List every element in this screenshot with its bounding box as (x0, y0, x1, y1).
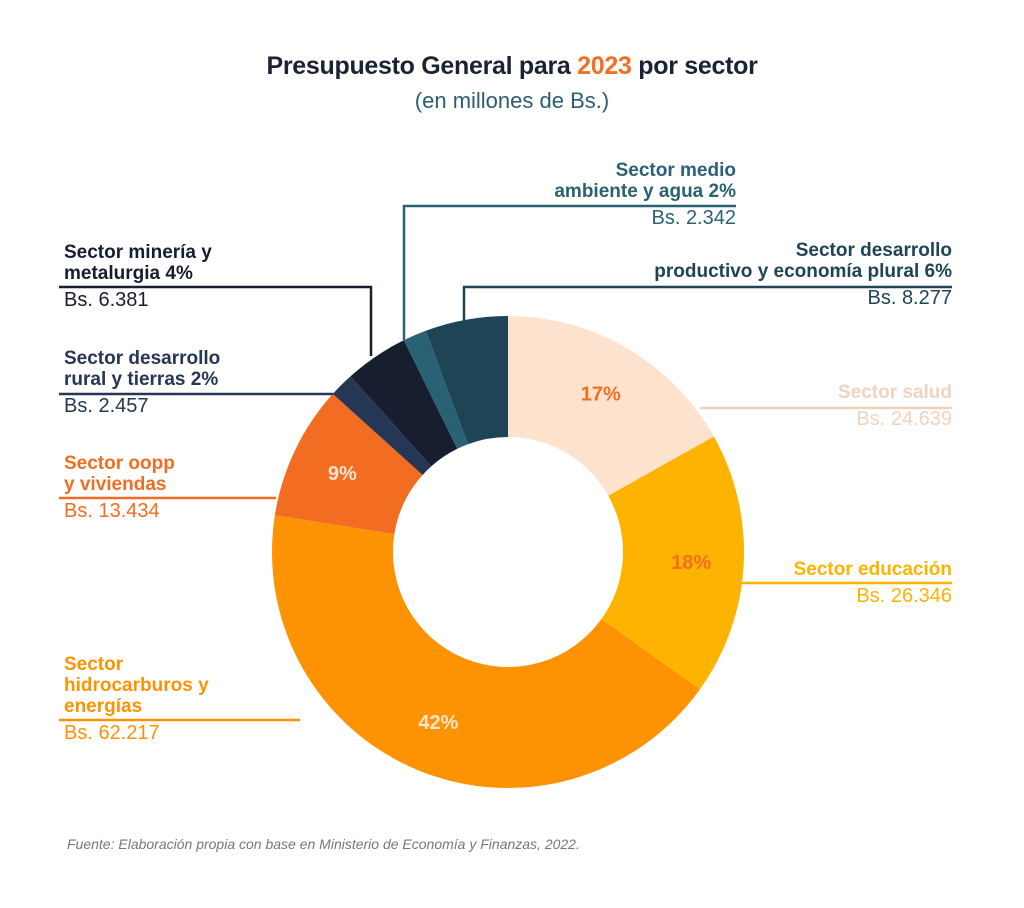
chart-title: Presupuesto General para 2023 por sector (0, 52, 1024, 81)
callout-amount: Bs. 62.217 (64, 722, 160, 744)
callout-salud: Sector salud Bs. 24.639 (838, 382, 952, 430)
callout-name-line: hidrocarburos y (64, 675, 209, 696)
callout-percent: 6% (919, 261, 952, 282)
title-suffix: por sector (638, 52, 758, 80)
callout-name-line: productivo y economía plural (654, 261, 920, 282)
callout-percent: 4% (160, 263, 193, 284)
percent-labels: 17% 18% 42% 9% (328, 384, 712, 734)
callout-medio_ambiente: Sector medio ambiente y agua 2% Bs. 2.342 (554, 160, 736, 229)
callout-name-line: Sector (64, 654, 124, 675)
callout-name-line: Sector educación (793, 559, 952, 580)
slice-hidrocarburos (271, 515, 700, 789)
callout-name-line: ambiente y agua (554, 181, 704, 202)
title-year: 2023 (577, 52, 632, 80)
callout-name-line: Sector medio (615, 160, 736, 181)
slice-medio_ambiente (403, 330, 468, 449)
callout-name-line: Sector oopp (64, 453, 175, 474)
callout-name-line: y viviendas (64, 474, 167, 495)
callout-amount: Bs. 2.457 (64, 395, 149, 417)
slice-oopp (274, 393, 423, 535)
callout-rural: Sector desarrollo rural y tierras 2% Bs. 2… (64, 348, 220, 417)
callout-amount: Bs. 13.434 (64, 500, 160, 522)
callout-name-line: Sector desarrollo (64, 348, 221, 369)
callout-name-line: Sector desarrollo (795, 240, 952, 261)
callout-amount: Bs. 24.639 (856, 408, 952, 430)
percent-label-educacion: 18% (671, 552, 711, 574)
callout-oopp: Sector oopp y viviendas Bs. 13.434 (64, 453, 175, 522)
leader-line-medio_ambiente (402, 204, 736, 340)
leader-line-productivo (462, 285, 952, 323)
callout-amount: Bs. 2.342 (651, 207, 736, 229)
slice-salud (508, 316, 714, 496)
slice-mineria (350, 340, 458, 467)
callout-educacion: Sector educación Bs. 26.346 (794, 559, 952, 607)
percent-label-oopp: 9% (328, 463, 357, 485)
percent-label-salud: 17% (581, 384, 621, 406)
callout-name-line: energías (64, 696, 143, 717)
callout-amount: Bs. 26.346 (856, 585, 952, 607)
leader-line-mineria (59, 285, 373, 356)
callout-percent: 2% (703, 181, 736, 202)
slice-educacion (601, 436, 744, 690)
callout-percent: 2% (185, 369, 219, 390)
donut-slices (271, 316, 744, 789)
callout-amount: Bs. 6.381 (64, 289, 149, 311)
callout-mineria: Sector minería y metalurgia 4% Bs. 6.381 (64, 242, 212, 311)
callout-name-line: Sector salud (837, 382, 952, 403)
callout-amount: Bs. 8.277 (867, 287, 952, 309)
percent-label-hidrocarburos: 42% (418, 712, 458, 734)
slice-productivo (425, 316, 508, 445)
chart-subtitle: (en millones de Bs.) (414, 88, 610, 113)
slice-rural (332, 376, 432, 475)
callout-name-line: rural y tierras (64, 369, 186, 390)
callout-productivo: Sector desarrollo productivo y economía p… (654, 240, 952, 309)
title-prefix: Presupuesto General para (266, 52, 571, 80)
source-note: Fuente: Elaboración propia con base en M… (67, 836, 580, 852)
callout-name-line: metalurgia (64, 263, 161, 284)
leader-lines (59, 204, 952, 722)
callout-name-line: Sector minería y (64, 242, 212, 263)
callout-hidrocarburos: Sector hidrocarburos y energías Bs. 62.217 (64, 654, 209, 744)
